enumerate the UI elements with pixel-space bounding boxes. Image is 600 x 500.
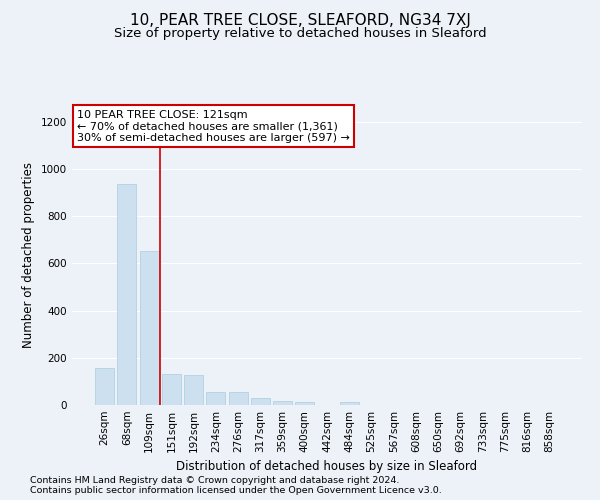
- X-axis label: Distribution of detached houses by size in Sleaford: Distribution of detached houses by size …: [176, 460, 478, 473]
- Text: 10, PEAR TREE CLOSE, SLEAFORD, NG34 7XJ: 10, PEAR TREE CLOSE, SLEAFORD, NG34 7XJ: [130, 12, 470, 28]
- Bar: [95, 368, 114, 405]
- Bar: [162, 374, 181, 405]
- Bar: [340, 402, 359, 405]
- Text: Contains public sector information licensed under the Open Government Licence v3: Contains public sector information licen…: [30, 486, 442, 495]
- Y-axis label: Number of detached properties: Number of detached properties: [22, 162, 35, 348]
- Bar: [140, 252, 158, 405]
- Text: Size of property relative to detached houses in Sleaford: Size of property relative to detached ho…: [113, 28, 487, 40]
- Bar: [118, 184, 136, 405]
- Text: 10 PEAR TREE CLOSE: 121sqm
← 70% of detached houses are smaller (1,361)
30% of s: 10 PEAR TREE CLOSE: 121sqm ← 70% of deta…: [77, 110, 350, 142]
- Bar: [251, 398, 270, 405]
- Bar: [295, 402, 314, 405]
- Bar: [184, 376, 203, 405]
- Text: Contains HM Land Registry data © Crown copyright and database right 2024.: Contains HM Land Registry data © Crown c…: [30, 476, 400, 485]
- Bar: [206, 392, 225, 405]
- Bar: [229, 392, 248, 405]
- Bar: [273, 400, 292, 405]
